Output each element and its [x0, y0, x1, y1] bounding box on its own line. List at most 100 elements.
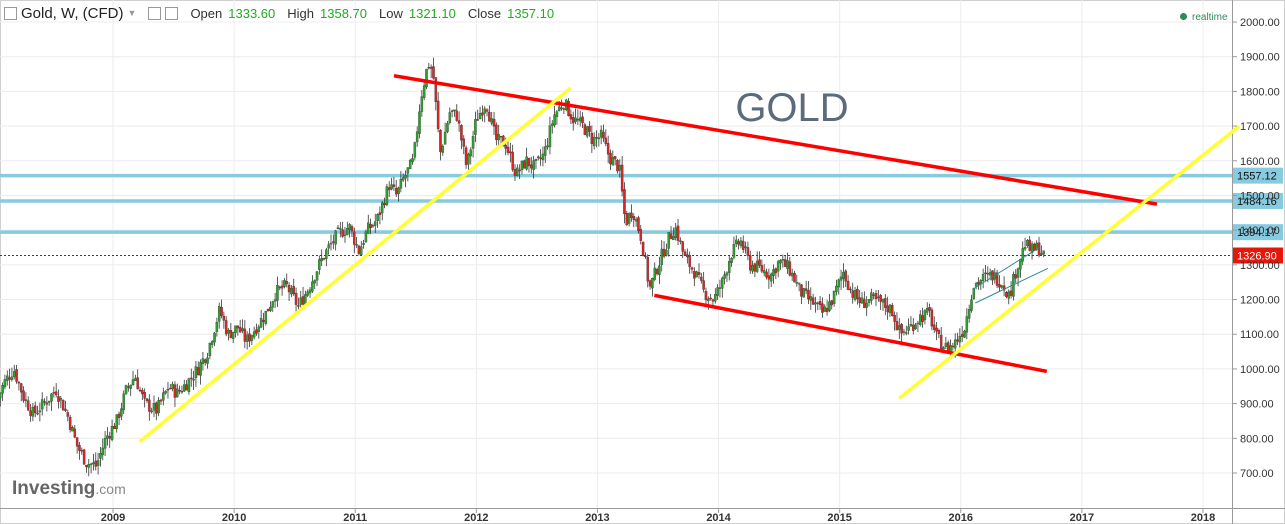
candle-body	[54, 391, 58, 396]
candle-body	[620, 164, 624, 192]
candle-body	[134, 378, 137, 381]
x-tick-label: 2013	[585, 512, 609, 524]
candle-body	[732, 244, 736, 258]
settings-icon[interactable]	[148, 6, 162, 20]
candle-body	[290, 288, 293, 295]
candle-body	[527, 157, 531, 167]
candle-body	[711, 299, 715, 302]
candle-body	[779, 260, 782, 264]
candle-body	[392, 184, 396, 187]
candle-body	[532, 160, 535, 170]
candle-body	[865, 302, 868, 308]
candle-body	[746, 247, 750, 256]
candle-body	[157, 400, 160, 414]
collapse-icon[interactable]	[4, 6, 17, 20]
candle-body	[776, 261, 780, 272]
candle-body	[497, 134, 500, 141]
candle-body	[224, 320, 228, 335]
candle-body	[525, 156, 528, 170]
close-icon[interactable]	[165, 6, 179, 20]
candle-body	[753, 263, 757, 272]
candle-body	[872, 294, 875, 296]
candle-body	[581, 116, 584, 124]
candle-body	[238, 327, 242, 333]
candle-body	[3, 379, 7, 388]
candle-body	[446, 123, 449, 133]
candle-body	[327, 244, 330, 249]
candle-body	[569, 114, 573, 120]
candle-body	[881, 299, 885, 303]
candle-body	[781, 259, 785, 261]
candle-body	[849, 288, 852, 291]
candle-body	[590, 132, 594, 145]
candle-body	[818, 301, 822, 305]
candle-body	[811, 297, 815, 305]
candle-body	[520, 160, 524, 171]
red-trendline	[393, 74, 1158, 206]
candle-body	[790, 272, 794, 277]
candle-body	[467, 153, 470, 165]
candle-body	[816, 302, 820, 304]
dropdown-chevron-icon[interactable]: ▼	[127, 8, 137, 18]
candle-body	[639, 229, 643, 241]
candle-body	[138, 389, 142, 392]
candle-body	[52, 392, 56, 394]
candle-body	[420, 96, 424, 112]
candle-body	[1005, 292, 1008, 297]
candle-body	[192, 378, 195, 381]
candle-body	[583, 124, 587, 135]
candle-body	[464, 147, 468, 165]
candle-body	[623, 189, 626, 215]
candle-body	[604, 137, 608, 144]
candle-body	[478, 113, 482, 119]
candle-body	[68, 416, 72, 430]
high-label: High	[287, 5, 314, 21]
open-value: 1333.60	[228, 5, 276, 21]
candle-body	[6, 375, 9, 381]
candle-body	[506, 146, 510, 153]
symbol-name[interactable]: Gold, W, (CFD)	[21, 4, 124, 22]
candle-body	[343, 234, 347, 236]
candle-body	[748, 255, 752, 271]
candle-body	[665, 249, 668, 256]
candle-body	[94, 460, 98, 467]
realtime-indicator: realtime	[1180, 12, 1228, 23]
x-tick-label: 2018	[1191, 512, 1215, 524]
candle-body	[82, 449, 86, 465]
candle-body	[208, 343, 212, 357]
candle-body	[1021, 248, 1024, 262]
red-trendline	[654, 293, 1048, 374]
candle-body	[183, 384, 186, 392]
candle-body	[504, 144, 507, 149]
y-tick-label: 800.00	[1240, 433, 1274, 445]
wedge-line	[975, 267, 1049, 304]
candle-body	[227, 329, 230, 334]
candle-body	[1040, 253, 1043, 255]
candle-body	[8, 377, 11, 380]
candle-body	[294, 292, 298, 305]
candle-body	[47, 400, 51, 403]
candle-body	[187, 378, 191, 392]
candle-body	[362, 243, 365, 245]
candle-body	[483, 108, 486, 114]
candle-body	[825, 308, 829, 313]
candle-body	[73, 428, 77, 438]
candle-body	[89, 463, 93, 466]
x-tick-label: 2010	[222, 512, 246, 524]
candle-body	[376, 214, 379, 221]
y-tick-label: 1600.00	[1240, 156, 1280, 168]
candle-body	[788, 261, 792, 276]
y-tick-label: 1100.00	[1240, 329, 1279, 341]
candle-body	[61, 399, 65, 411]
candle-body	[879, 294, 882, 302]
candle-body	[443, 131, 447, 145]
candle-body	[334, 230, 337, 245]
candle-body	[322, 258, 326, 260]
candle-body	[471, 136, 475, 149]
candle-body	[313, 280, 316, 284]
candle-body	[856, 288, 859, 299]
candle-body	[231, 331, 235, 339]
candle-body	[588, 125, 591, 132]
candle-body	[57, 396, 60, 402]
